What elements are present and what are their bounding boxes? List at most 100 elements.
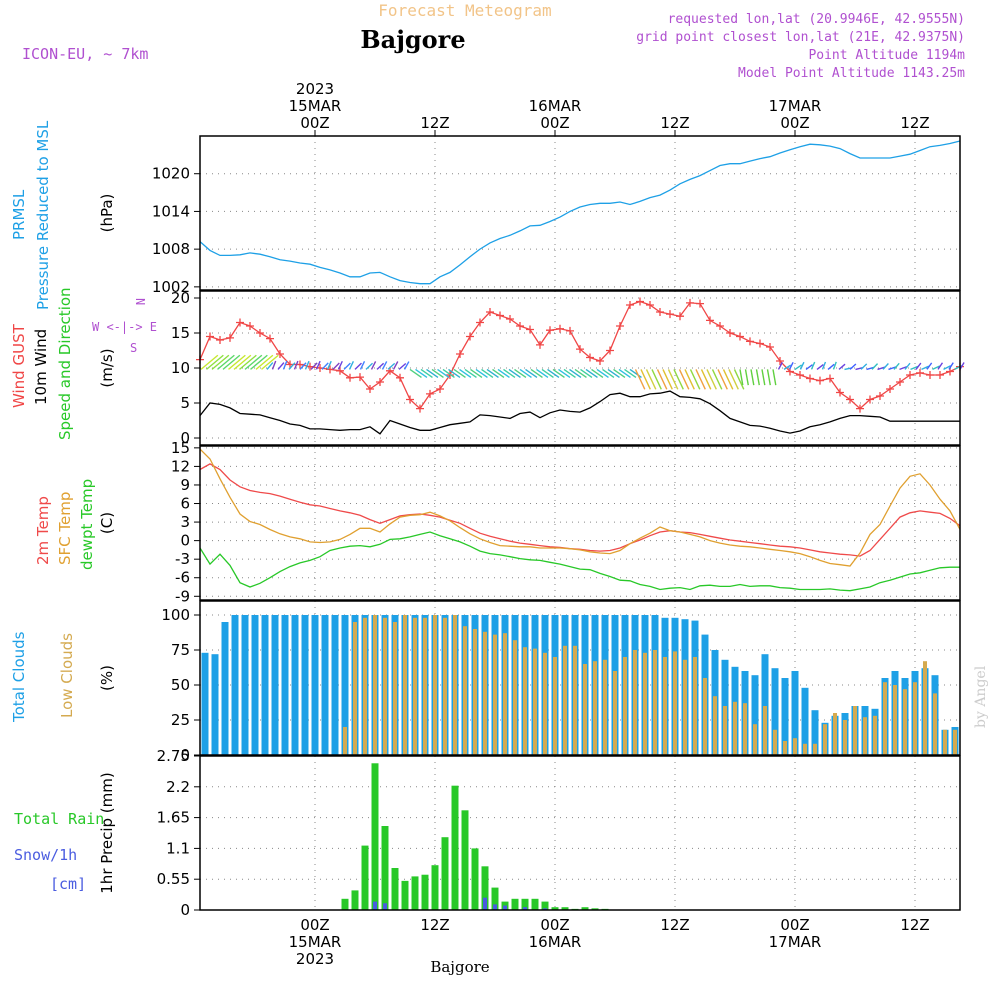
credit-watermark: by Angel [973, 665, 989, 728]
bottom-time-label: 00Z [540, 916, 569, 934]
gust-marker [846, 395, 854, 404]
wind-direction-arrow [519, 368, 532, 379]
wind-direction-arrow [574, 368, 587, 379]
wind-direction-arrow [481, 368, 494, 379]
wind-direction-arrow [596, 368, 609, 379]
top-time-label: 17MAR [769, 97, 822, 115]
low-clouds-bar [713, 696, 717, 755]
total-rain-bar [431, 865, 439, 910]
gust-marker [326, 365, 334, 374]
low-clouds-bar [653, 650, 657, 755]
top-time-label: 00Z [780, 114, 809, 132]
low-clouds-bar [793, 738, 797, 755]
low-clouds-bar [533, 648, 537, 755]
panel-frame [199, 600, 961, 756]
low-clouds-bar [953, 729, 957, 755]
wind-direction-arrow [591, 368, 604, 379]
total-rain-bar [451, 785, 459, 910]
low-clouds-bar [773, 729, 777, 755]
top-time-label: 2023 [296, 80, 334, 98]
low-clouds-bar [343, 727, 347, 755]
gust-marker [396, 373, 404, 382]
wind-direction-arrow [607, 368, 620, 379]
low-clouds-bar [363, 617, 367, 755]
gust-marker [816, 376, 824, 385]
y-tick-label: 75 [171, 641, 190, 659]
gust-marker [726, 329, 734, 337]
gust-marker [806, 374, 814, 383]
wind-direction-arrow [359, 361, 366, 370]
wind-direction-arrow [711, 369, 723, 390]
wind-direction-arrow [459, 368, 472, 379]
wind-direction-arrow [403, 361, 410, 370]
wind-direction-arrow [750, 369, 755, 386]
snow-1h-bar [383, 903, 387, 910]
wind-direction-arrow [563, 368, 576, 379]
y-tick-label: 1020 [152, 165, 190, 183]
wind-direction-arrow [470, 368, 483, 379]
snow-label: Snow/1h [14, 846, 77, 864]
wind-direction-arrow [810, 361, 816, 370]
wind-direction-arrow [569, 368, 582, 379]
temp-sfc-label: SFC Temp [56, 492, 74, 565]
low-clouds-bar [663, 657, 667, 755]
total-rain-bar [341, 898, 349, 910]
wind-direction-arrow [871, 363, 879, 370]
low-clouds-bar [403, 615, 407, 755]
wind-direction-arrow [794, 364, 803, 370]
wind-direction-arrow [640, 369, 651, 390]
total-rain-bar [351, 890, 359, 910]
wind-direction-arrow [250, 354, 268, 370]
wind-direction-arrow [492, 368, 505, 379]
wind-direction-arrow [695, 369, 706, 390]
footer-station: Bajgore [430, 958, 489, 976]
low-clouds-bar [633, 650, 637, 755]
top-time-label: 12Z [900, 114, 929, 132]
wind-direction-arrow [431, 368, 444, 379]
gust-marker [886, 385, 894, 393]
wind-direction-arrow [415, 368, 428, 379]
snow-1h-bar [523, 907, 527, 910]
gust-marker [566, 326, 574, 335]
y-tick-label: 1002 [152, 278, 190, 296]
low-clouds-bar [443, 617, 447, 755]
station-title: Bajgore [360, 25, 465, 54]
gust-marker [246, 322, 254, 330]
gust-marker [646, 301, 654, 309]
low-clouds-bar [513, 640, 517, 755]
wind-direction-arrow [392, 361, 399, 370]
y-tick-label: 1.65 [157, 809, 190, 827]
gust-marker [766, 343, 774, 351]
wind-direction-arrow [547, 368, 560, 379]
low-clouds-bar [393, 622, 397, 755]
bottom-time-label: 12Z [420, 916, 449, 934]
total-clouds-bar [311, 615, 319, 755]
y-tick-label: 15 [171, 324, 190, 342]
snow-1h-bar [493, 904, 497, 910]
wind-direction-arrow [899, 365, 908, 371]
low-clouds-bar [733, 701, 737, 755]
gust-marker [606, 346, 614, 355]
wind-direction-arrow [827, 363, 835, 370]
gust-marker [796, 371, 804, 379]
wind-direction-arrow [722, 369, 734, 390]
y-tick-label: 12 [171, 457, 190, 475]
total-clouds-bar [761, 654, 769, 755]
low-clouds-bar [823, 724, 827, 755]
low-clouds-bar [913, 682, 917, 755]
prmsl-line [199, 140, 961, 285]
gust-marker [466, 332, 474, 341]
gust-marker [926, 371, 934, 379]
y-tick-label: 1.1 [166, 839, 190, 857]
low-clouds-bar [383, 617, 387, 755]
gust-marker [716, 322, 724, 330]
y-tick-label: 1008 [152, 240, 190, 258]
low-clouds-bar [353, 622, 357, 755]
wind-direction-arrow [943, 365, 951, 371]
y-tick-label: 2.2 [166, 778, 190, 796]
y-axis-unit: (hPa) [98, 194, 116, 233]
gust-marker [516, 322, 524, 330]
wind-direction-arrow [337, 360, 343, 370]
total-rain-bar [461, 810, 469, 910]
